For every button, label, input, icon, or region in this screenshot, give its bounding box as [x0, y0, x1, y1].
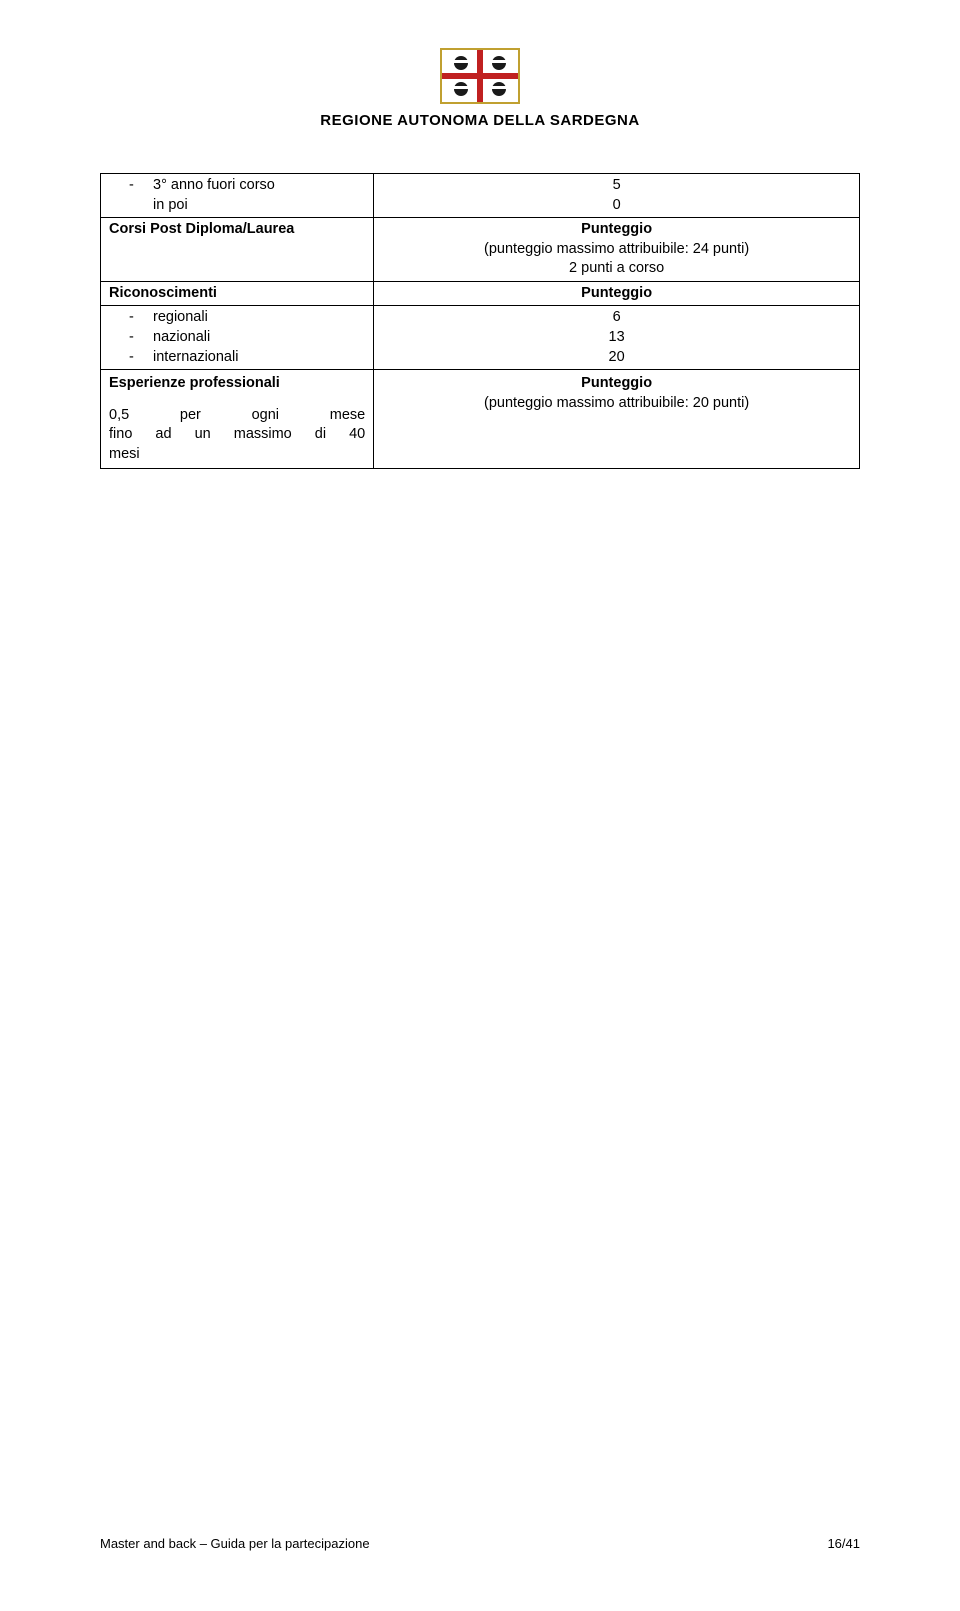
- dash: -: [129, 308, 153, 328]
- footer-right: 16/41: [827, 1536, 860, 1551]
- row2-sub: (punteggio massimo attribuibile: 24 punt…: [382, 240, 851, 260]
- table-row: Riconoscimenti Punteggio: [101, 281, 860, 306]
- item-value: 6: [382, 308, 851, 328]
- region-title: REGIONE AUTONOMA DELLA SARDEGNA: [100, 112, 860, 129]
- footer-left: Master and back – Guida per la partecipa…: [100, 1536, 370, 1551]
- dash: -: [129, 328, 153, 348]
- dash: -: [129, 348, 153, 368]
- row3-right: Punteggio: [374, 281, 860, 306]
- row5-left-line3: mesi: [109, 445, 365, 465]
- dash: -: [129, 176, 153, 196]
- row5-left-line1: 0,5 per ogni mese: [109, 406, 365, 426]
- row1-left-line1: 3° anno fuori corso: [153, 176, 275, 196]
- row5-left-line2: fino ad un massimo di 40: [109, 425, 365, 445]
- table-row: - regionali - nazionali - internazionali…: [101, 306, 860, 370]
- item-value: 13: [382, 328, 851, 348]
- row5-left-top: Esperienze professionali: [109, 374, 365, 394]
- row5-right-sub: (punteggio massimo attribuibile: 20 punt…: [382, 394, 851, 414]
- row2-left: Corsi Post Diploma/Laurea: [101, 218, 374, 282]
- item-label: internazionali: [153, 348, 238, 368]
- item-label: nazionali: [153, 328, 210, 348]
- sardegna-crest: [440, 48, 520, 104]
- scoring-table: - 3° anno fuori corso in poi 5 0 Corsi P…: [100, 173, 860, 469]
- table-row: Esperienze professionali 0,5 per ogni me…: [101, 370, 860, 469]
- table-row: Corsi Post Diploma/Laurea Punteggio (pun…: [101, 218, 860, 282]
- row1-val2: 0: [382, 196, 851, 216]
- item-value: 20: [382, 348, 851, 368]
- item-label: regionali: [153, 308, 208, 328]
- row1-val1: 5: [382, 176, 851, 196]
- row2-line3: 2 punti a corso: [382, 259, 851, 279]
- row3-left: Riconoscimenti: [101, 281, 374, 306]
- table-row: - 3° anno fuori corso in poi 5 0: [101, 174, 860, 218]
- row5-right-title: Punteggio: [382, 374, 851, 394]
- page-footer: Master and back – Guida per la partecipa…: [100, 1536, 860, 1551]
- row2-title: Punteggio: [382, 220, 851, 240]
- row1-left-line2: in poi: [153, 196, 188, 216]
